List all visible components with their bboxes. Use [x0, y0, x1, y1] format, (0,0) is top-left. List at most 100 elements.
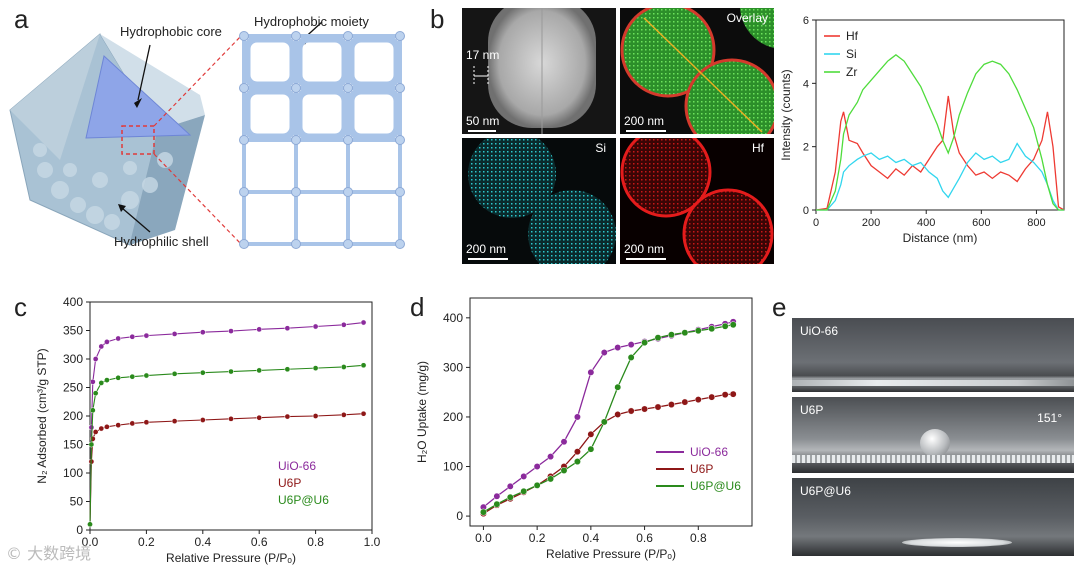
legend-label: U6P: [690, 462, 713, 476]
lattice-cell: [347, 35, 401, 89]
x-tick-label: 0.8: [690, 531, 707, 545]
y-axis-label: N₂ Adsorbed (cm³/g STP): [35, 348, 49, 483]
chart-h2o-isotherm: 0.0 0.2 0.4 0.6 0.8 0 100 200 300 400 Relative Pre…: [415, 297, 753, 561]
scale-label: 200 nm: [624, 242, 665, 256]
panel-c-letter: c: [14, 292, 27, 322]
data-point: [228, 368, 234, 375]
series-line-Zr: [816, 54, 1064, 211]
data-point: [493, 500, 501, 508]
lattice-cell: [243, 87, 297, 141]
plot-frame: [469, 297, 753, 527]
x-tick-label: 0.6: [251, 535, 268, 549]
y-tick-label: 50: [70, 495, 84, 509]
data-point: [600, 349, 608, 356]
data-point: [560, 467, 568, 474]
lattice-node: [395, 239, 405, 249]
data-point: [104, 339, 110, 345]
lattice-node: [291, 83, 301, 93]
data-point: [340, 412, 347, 418]
photo-u6p: U6P 151°: [792, 397, 1074, 473]
data-point: [98, 343, 105, 350]
data-point: [729, 321, 737, 329]
data-point: [360, 319, 367, 326]
lattice-node: [291, 135, 301, 145]
x-axis-label: Relative Pressure (P/Pₒ): [166, 551, 296, 565]
x-axis-label: Distance (nm): [903, 231, 978, 245]
data-point: [143, 372, 150, 379]
data-point: [312, 413, 319, 419]
data-point: [520, 472, 528, 480]
y-tick-label: 100: [63, 466, 83, 480]
panel-e-letter: e: [772, 292, 787, 322]
y-axis-label: H₂O Uptake (mg/g): [415, 361, 429, 463]
label-hydrophobic-moiety: Hydrophobic moiety: [254, 14, 369, 29]
y-axis-label: Intensity (counts): [779, 69, 793, 160]
scale-label: 200 nm: [466, 242, 507, 256]
sample-surface: [792, 380, 1074, 386]
y-tick-label: 150: [63, 438, 83, 452]
lattice-node: [239, 187, 249, 197]
data-point: [98, 425, 105, 432]
data-point: [573, 413, 581, 421]
y-tick-label: 350: [63, 324, 83, 338]
arrow-shell: [121, 207, 151, 233]
lattice-node: [239, 31, 249, 41]
data-point: [312, 365, 319, 371]
data-point: [98, 380, 105, 386]
x-axis-label: Relative Pressure (P/Pₒ): [546, 547, 676, 561]
watermark: © 大数跨境: [6, 544, 92, 563]
data-point: [312, 323, 319, 330]
photo-uio66: UiO-66: [792, 318, 1074, 392]
water-droplet: [920, 429, 950, 457]
data-point: [493, 492, 501, 500]
data-point: [681, 398, 689, 406]
scale-bar: [468, 258, 508, 260]
scale-bar: [626, 130, 666, 132]
x-tick-label: 0.2: [138, 535, 155, 549]
data-point: [104, 377, 110, 383]
y-tick-label: 6: [803, 15, 809, 27]
y-tick-label: 0: [76, 523, 83, 537]
x-tick-label: 0.0: [475, 531, 492, 545]
data-point: [627, 354, 635, 361]
legend-label: Hf: [846, 29, 859, 43]
legend-label: U6P@U6: [690, 479, 741, 493]
data-point: [129, 333, 136, 340]
overlay-tag: Overlay: [726, 11, 768, 25]
data-point: [721, 322, 729, 330]
lattice-node: [239, 239, 249, 249]
data-point: [199, 329, 206, 336]
data-point: [171, 370, 178, 377]
data-point: [199, 417, 206, 423]
x-tick-label: 200: [862, 217, 880, 229]
lattice-node: [291, 31, 301, 41]
data-point: [340, 321, 347, 328]
data-point: [641, 405, 649, 413]
data-point: [547, 453, 555, 461]
y-tick-label: 100: [443, 460, 463, 474]
data-point: [614, 383, 622, 391]
data-point: [587, 445, 595, 453]
panel-b-letter: b: [430, 4, 445, 34]
eds-si-map: Si 200 nm: [462, 138, 616, 264]
data-point: [533, 463, 541, 470]
data-point: [694, 396, 702, 404]
legend-label: UiO-66: [690, 445, 728, 459]
arrow-core: [137, 44, 151, 101]
data-point: [115, 374, 122, 381]
data-point: [708, 393, 716, 401]
data-point: [729, 390, 737, 398]
data-point: [171, 331, 178, 337]
data-point: [129, 420, 136, 427]
scale-bar: [626, 258, 666, 260]
data-point: [256, 326, 263, 333]
y-tick-label: 200: [63, 409, 83, 423]
y-tick-label: 400: [63, 295, 83, 309]
lattice-node: [239, 135, 249, 145]
lattice-node: [343, 239, 353, 249]
data-point: [228, 328, 234, 334]
lattice-node: [343, 187, 353, 197]
photo-u6p-u6: U6P@U6: [792, 478, 1074, 556]
data-point: [199, 369, 206, 376]
legend-label: Si: [846, 47, 857, 61]
